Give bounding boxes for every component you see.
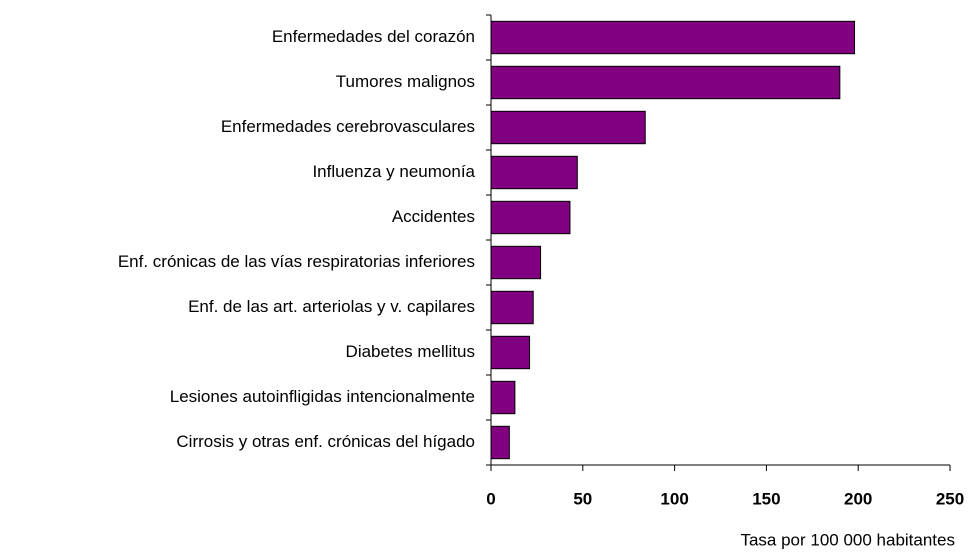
x-tick-label: 200 xyxy=(844,489,872,508)
y-tick-label: Cirrosis y otras enf. crónicas del hígad… xyxy=(176,432,475,451)
y-tick-label: Enfermedades del corazón xyxy=(272,27,475,46)
bar xyxy=(490,335,531,370)
bar xyxy=(490,290,534,325)
y-tick-label: Enf. de las art. arteriolas y v. capilar… xyxy=(188,297,475,316)
x-axis-label: Tasa por 100 000 habitantes xyxy=(740,530,955,549)
y-tick-label: Enf. crónicas de las vías respiratorias … xyxy=(118,252,475,271)
bar xyxy=(490,110,646,145)
bar xyxy=(490,65,841,100)
bar xyxy=(490,200,571,235)
y-tick-label: Tumores malignos xyxy=(336,72,475,91)
x-tick-label: 100 xyxy=(660,489,688,508)
bar xyxy=(490,425,510,460)
y-tick-label: Enfermedades cerebrovasculares xyxy=(221,117,475,136)
y-tick-label: Diabetes mellitus xyxy=(346,342,475,361)
x-tick-label: 0 xyxy=(486,489,495,508)
x-tick-label: 250 xyxy=(936,489,964,508)
x-tick-label: 50 xyxy=(573,489,592,508)
y-tick-label: Accidentes xyxy=(392,207,475,226)
bar xyxy=(490,245,542,280)
y-tick-label: Lesiones autoinfligidas intencionalmente xyxy=(170,387,475,406)
y-tick-label: Influenza y neumonía xyxy=(312,162,475,181)
bar xyxy=(490,20,856,55)
bar xyxy=(490,380,516,415)
bar xyxy=(490,155,578,190)
x-tick-label: 150 xyxy=(752,489,780,508)
